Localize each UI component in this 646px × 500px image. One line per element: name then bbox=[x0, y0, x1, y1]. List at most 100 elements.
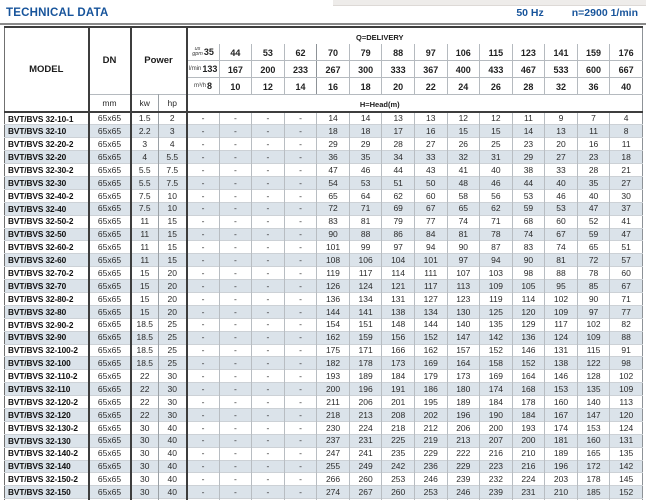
head-value-cell: - bbox=[283, 150, 317, 164]
delivery-unit-value: 53 bbox=[251, 44, 285, 61]
head-value-cell: 33 bbox=[413, 150, 448, 164]
head-value-cell: - bbox=[283, 175, 317, 190]
head-value-cell: 134 bbox=[413, 304, 448, 319]
delivery-unit-value: 14 bbox=[283, 77, 317, 95]
power-kw-cell: 7.5 bbox=[130, 188, 159, 203]
head-value-cell: 218 bbox=[316, 407, 350, 422]
head-value-cell: 223 bbox=[479, 459, 513, 473]
head-value-cell: 231 bbox=[511, 485, 545, 499]
head-value-cell: 196 bbox=[446, 407, 480, 422]
head-value-cell: 260 bbox=[381, 485, 415, 499]
head-value-cell: 12 bbox=[446, 111, 480, 125]
head-value-cell: - bbox=[251, 459, 285, 473]
head-value-cell: - bbox=[218, 175, 252, 190]
table-row: BVT/BVS 32-30-2 65x65 5.5 7.5- - - -47 46 44 43 41… bbox=[4, 163, 643, 177]
head-value-cell: - bbox=[186, 407, 220, 422]
head-value-cell: 26 bbox=[446, 137, 480, 151]
head-value-cell: - bbox=[251, 446, 285, 461]
head-value-cell: - bbox=[186, 343, 220, 357]
power-hp-cell: 30 bbox=[158, 382, 188, 396]
head-value-cell: 157 bbox=[446, 343, 480, 357]
head-value-cell: 190 bbox=[479, 407, 513, 422]
model-cell: BVT/BVS 32-80-2 bbox=[4, 291, 90, 306]
delivery-unit-value: 433 bbox=[479, 60, 513, 78]
head-value-cell: 18 bbox=[316, 124, 350, 138]
table-row: BVT/BVS 32-140-2 65x65 30 40- - - -247 241 235 22… bbox=[4, 446, 643, 461]
table-row: BVT/BVS 32-10 65x65 2.2 3- - - -18 18 17 16 15 15 14… bbox=[4, 124, 643, 138]
power-hp-cell: 30 bbox=[158, 407, 188, 422]
head-value-cell: 83 bbox=[316, 214, 350, 229]
power-hp-cell: 40 bbox=[158, 446, 188, 461]
head-value-cell: 41 bbox=[609, 214, 643, 229]
head-value-cell: 229 bbox=[413, 446, 448, 461]
head-value-cell: - bbox=[186, 111, 220, 125]
power-hp-cell: 20 bbox=[158, 291, 188, 306]
table-row: BVT/BVS 32-50 65x65 11 15- - - -90 88 86 84 81 78 74… bbox=[4, 227, 643, 241]
head-value-cell: 219 bbox=[413, 433, 448, 448]
head-value-cell: - bbox=[251, 279, 285, 293]
delivery-unit-value: 333 bbox=[381, 60, 415, 78]
head-value-cell: 20 bbox=[544, 137, 578, 151]
head-value-cell: - bbox=[251, 188, 285, 203]
model-cell: BVT/BVS 32-30-2 bbox=[4, 163, 90, 177]
head-value-cell: 168 bbox=[511, 382, 545, 396]
head-value-cell: 210 bbox=[544, 485, 578, 499]
head-value-cell: 40 bbox=[479, 163, 513, 177]
head-value-cell: - bbox=[251, 433, 285, 448]
head-value-cell: - bbox=[251, 111, 285, 125]
dn-cell: 65x65 bbox=[88, 214, 132, 229]
head-row-header: H=Head(m) bbox=[186, 94, 643, 112]
power-kw-cell: 5.5 bbox=[130, 175, 159, 190]
head-value-cell: 160 bbox=[544, 395, 578, 409]
head-value-cell: 180 bbox=[446, 382, 480, 396]
head-value-cell: 131 bbox=[381, 291, 415, 306]
model-cell: BVT/BVS 32-50 bbox=[4, 227, 90, 241]
delivery-group-header: Q=DELIVERY bbox=[187, 27, 643, 44]
head-value-cell: 17 bbox=[381, 124, 415, 138]
head-value-cell: - bbox=[186, 266, 220, 280]
head-value-cell: - bbox=[251, 485, 285, 499]
head-value-cell: 152 bbox=[511, 356, 545, 370]
head-value-cell: 38 bbox=[511, 163, 545, 177]
head-value-cell: 81 bbox=[348, 214, 382, 229]
head-value-cell: 142 bbox=[609, 459, 643, 473]
head-value-cell: - bbox=[186, 137, 220, 151]
power-hp-cell: 40 bbox=[158, 433, 188, 448]
us-gpm-unit-label: us gpm bbox=[192, 45, 203, 57]
head-value-cell: 164 bbox=[446, 356, 480, 370]
head-value-cell: 239 bbox=[446, 472, 480, 486]
head-value-cell: 189 bbox=[544, 446, 578, 461]
head-value-cell: - bbox=[218, 382, 252, 396]
head-value-cell: 162 bbox=[316, 330, 350, 345]
head-value-cell: - bbox=[186, 214, 220, 229]
head-value-cell: 182 bbox=[316, 356, 350, 370]
head-value-cell: - bbox=[251, 407, 285, 422]
head-value-cell: - bbox=[218, 446, 252, 461]
head-value-cell: - bbox=[186, 420, 220, 435]
head-value-cell: 31 bbox=[479, 150, 513, 164]
head-value-cell: - bbox=[186, 498, 220, 500]
power-hp-cell: 25 bbox=[158, 343, 188, 357]
table-row: BVT/BVS 32-100-2 65x65 18.5 25- - - -175 171 166… bbox=[4, 343, 643, 357]
head-value-cell: - bbox=[218, 472, 252, 486]
dn-unit-label: mm bbox=[88, 94, 132, 112]
power-kw-cell: 22 bbox=[130, 407, 159, 422]
head-value-cell: 117 bbox=[348, 266, 382, 280]
head-value-cell: - bbox=[186, 330, 220, 345]
head-value-cell: 255 bbox=[446, 498, 480, 500]
head-value-cell: 18 bbox=[609, 150, 643, 164]
head-value-cell: 169 bbox=[413, 356, 448, 370]
head-value-cell: 231 bbox=[348, 433, 382, 448]
dn-cell: 65x65 bbox=[88, 304, 132, 319]
head-value-cell: - bbox=[283, 111, 317, 125]
head-value-cell: 90 bbox=[446, 240, 480, 254]
delivery-unit-value: 26 bbox=[479, 77, 513, 95]
delivery-title: Q=DELIVERY bbox=[356, 33, 404, 42]
head-value-cell: 85 bbox=[576, 279, 610, 293]
head-value-cell: - bbox=[186, 369, 220, 383]
head-value-cell: 12 bbox=[479, 111, 513, 125]
head-value-cell: 71 bbox=[609, 291, 643, 306]
dn-cell: 65x65 bbox=[88, 317, 132, 332]
head-value-cell: 184 bbox=[381, 369, 415, 383]
head-value-cell: - bbox=[283, 382, 317, 396]
